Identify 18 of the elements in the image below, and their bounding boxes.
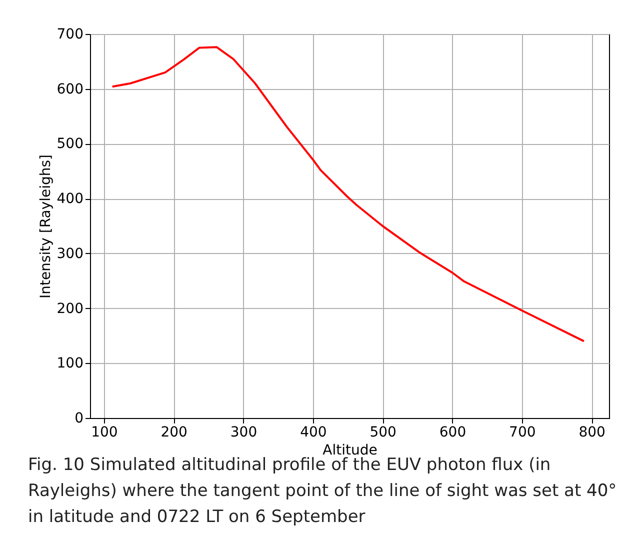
y-tick-label: 100 — [56, 356, 84, 372]
y-tick-label: 600 — [56, 81, 84, 98]
x-tick-label: 700 — [509, 424, 536, 440]
x-tick-label: 800 — [578, 424, 606, 440]
y-tick-label: 300 — [56, 246, 84, 262]
x-tick-label: 200 — [160, 424, 188, 440]
y-axis-title: Intensity [Rayleighs] — [38, 154, 54, 299]
x-tick-label: 400 — [300, 424, 327, 440]
y-tick-label: 400 — [56, 191, 84, 208]
y-tick-label: 500 — [56, 136, 84, 152]
y-tick-label: 200 — [56, 300, 84, 317]
x-tick-label: 100 — [91, 424, 118, 440]
line-series — [111, 46, 585, 342]
y-tick-label: 0 — [74, 410, 84, 426]
x-tick-label: 300 — [230, 424, 258, 440]
x-tick-label: 500 — [370, 424, 396, 440]
y-tick-label: 700 — [56, 26, 84, 42]
x-tick-label: 600 — [439, 424, 466, 440]
